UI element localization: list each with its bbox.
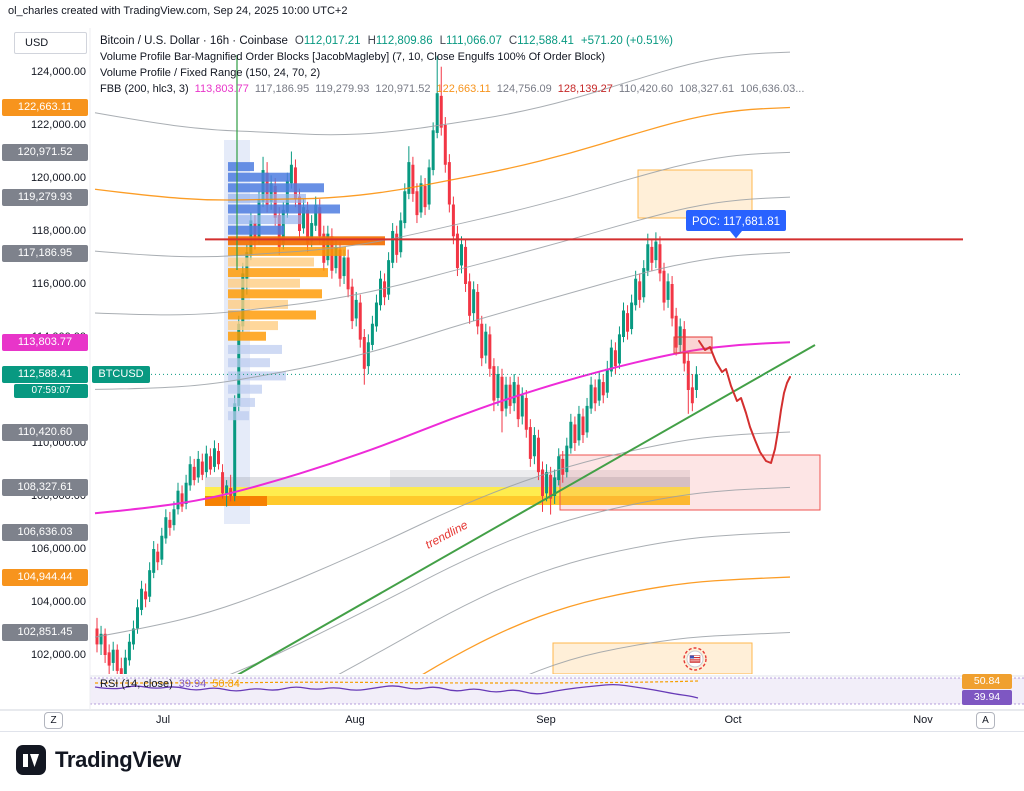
bar-countdown-badge: 07:59:07 — [14, 384, 88, 399]
fbb-value: 117,186.95 — [254, 83, 310, 95]
fbb-value: 128,139.27 — [557, 83, 613, 95]
fbb-lower-band — [229, 486, 791, 674]
fbb-lower-band — [529, 632, 791, 674]
price-badge: 117,186.95 — [2, 244, 88, 262]
rsi-value: 39.94 — [178, 678, 207, 690]
price-badge: 110,420.60 — [2, 423, 88, 441]
rsi-line — [94, 683, 699, 699]
ohlc-low-label: L — [439, 35, 446, 47]
fbb-value: 108,327.61 — [679, 83, 735, 95]
rsi-ma-value: 50.84 — [212, 678, 240, 690]
rsi-title: RSI (14, close) — [100, 678, 173, 690]
fbb-lower-band — [422, 576, 791, 674]
legend: Bitcoin / U.S. Dollar · 16h · Coinbase O1… — [100, 33, 804, 97]
ohlc-close-value: 112,588.41 — [517, 35, 574, 47]
fbb-value: 122,663.11 — [436, 83, 491, 95]
volume-profile-bars — [228, 162, 385, 421]
poc-label-text: POC: 117,681.81 — [692, 216, 780, 228]
price-label: 120,000.00 — [30, 172, 86, 184]
poc-label-badge — [686, 210, 786, 231]
currency-scale-button[interactable]: USD — [14, 32, 87, 54]
fbb-value: 119,279.93 — [315, 83, 370, 95]
tradingview-logo[interactable]: TradingView — [16, 745, 1024, 775]
time-label: Nov — [913, 714, 933, 726]
fbb-value: 110,420.60 — [618, 83, 674, 95]
order-block-box — [552, 642, 753, 674]
time-scale-left-button[interactable]: Z — [44, 712, 63, 729]
fbb-value: 120,971.52 — [375, 83, 431, 95]
current-symbol-badge: BTCUSD — [92, 366, 150, 384]
rsi-ma-axis-badge: 50.84 — [962, 674, 1012, 689]
fbb-upper-band — [94, 51, 791, 136]
price-badge: 104,944.44 — [2, 568, 88, 586]
footer: TradingView — [0, 731, 1024, 791]
price-badge: 106,636.03 — [2, 524, 88, 542]
time-scale-right-button[interactable]: A — [976, 712, 995, 729]
ohlc-low-value: 111,066.07 — [446, 35, 502, 47]
symbol-title[interactable]: Bitcoin / U.S. Dollar · 16h · Coinbase — [100, 35, 288, 47]
ohlc-open-label: O — [294, 35, 304, 47]
fbb-value: 113,803.77 — [194, 83, 249, 95]
price-badge: 102,851.45 — [2, 624, 88, 642]
indicator-row-order-blocks[interactable]: Volume Profile Bar-Magnified Order Block… — [100, 51, 606, 63]
ohlc-high-value: 112,809.86 — [375, 35, 433, 47]
rsi-pane — [90, 677, 1024, 705]
brand-text: TradingView — [55, 747, 181, 772]
rsi-value-axis-badge: 39.94 — [962, 690, 1012, 705]
price-label: 124,000.00 — [30, 66, 86, 78]
time-label: Aug — [345, 714, 365, 726]
fbb-upper-band — [94, 252, 791, 390]
poc-label-pointer — [730, 231, 742, 239]
volume-node-band — [205, 496, 690, 505]
attribution-text: ol_charles created with TradingView.com,… — [8, 5, 348, 17]
indicator-row-fbb[interactable]: FBB (200, hlc3, 3) 113,803.77 117,186.95 11… — [100, 81, 804, 97]
price-badge: 108,327.61 — [2, 479, 88, 497]
fbb-upper-band — [94, 106, 791, 201]
fbb-value: 106,636.03... — [740, 83, 805, 95]
fbb-upper-band — [94, 196, 791, 316]
price-projection-path — [698, 340, 791, 464]
rsi-legend[interactable]: RSI (14, close) 39.94 50.84 — [100, 678, 240, 690]
trendline — [237, 344, 816, 674]
volume-node-band — [205, 487, 690, 496]
ohlc-open-value: 112,017.21 — [303, 35, 361, 47]
time-label: Sep — [536, 714, 556, 726]
fbb-value: 124,756.09 — [496, 83, 552, 95]
volume-node-band — [390, 470, 690, 490]
price-badge: 113,803.77 — [2, 334, 88, 352]
price-label: 106,000.00 — [30, 543, 86, 555]
ohlc-close-label: C — [508, 35, 518, 47]
projection-origin-box — [673, 336, 713, 354]
fbb-basis-line — [94, 341, 791, 515]
price-badge: 120,971.52 — [2, 144, 88, 162]
time-label: Jul — [155, 714, 171, 726]
volume-node-band — [205, 496, 267, 506]
fbb-lower-band — [338, 531, 791, 674]
price-label: 116,000.00 — [31, 278, 86, 290]
fbb-values: 113,803.77 117,186.95 119,279.93 120,971.52… — [189, 83, 805, 95]
price-badge: 119,279.93 — [2, 189, 88, 207]
price-label: 102,000.00 — [30, 649, 86, 661]
price-label: 122,000.00 — [30, 119, 86, 131]
fbb-upper-band — [94, 151, 791, 258]
symbol-row[interactable]: Bitcoin / U.S. Dollar · 16h · Coinbase O1… — [100, 33, 804, 49]
fbb-lower-band — [94, 431, 791, 638]
order-block-box — [559, 454, 821, 511]
ohlc-high-label: H — [367, 35, 376, 47]
price-badge: 122,663.11 — [2, 99, 88, 117]
price-label: 104,000.00 — [30, 596, 86, 608]
current-price-badge: 112,588.41 — [2, 366, 88, 384]
change-value: +571.20 (+0.51%) — [580, 35, 673, 47]
price-label: 118,000.00 — [31, 225, 86, 237]
economic-event-icon — [683, 647, 707, 671]
rsi-ma-line — [94, 680, 699, 684]
indicator-row-fixed-range[interactable]: Volume Profile / Fixed Range (150, 24, 7… — [100, 67, 321, 79]
volume-node-band — [205, 477, 690, 487]
fbb-title: FBB (200, hlc3, 3) — [100, 83, 189, 95]
time-label: Oct — [724, 714, 742, 726]
tradingview-logo-icon — [16, 745, 46, 775]
